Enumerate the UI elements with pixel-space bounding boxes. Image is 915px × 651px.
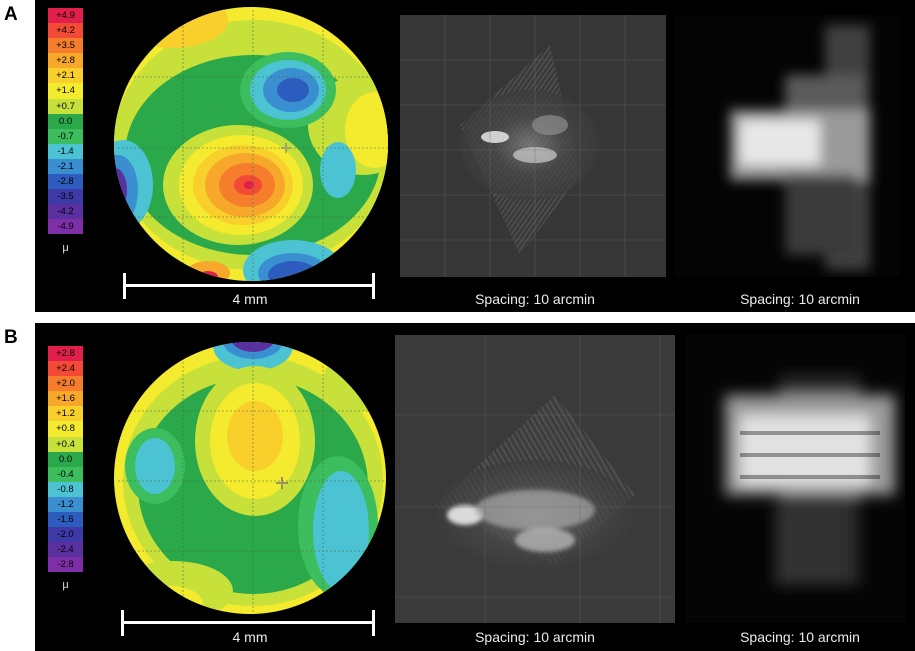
legend-swatch: -0.8 bbox=[48, 481, 83, 497]
wavefront-map bbox=[113, 341, 393, 617]
convolved-caption: Spacing: 10 arcmin bbox=[740, 629, 860, 645]
panel-letter-a: A bbox=[4, 4, 18, 25]
scale-bar-label: 4 mm bbox=[232, 629, 268, 645]
legend-swatch: -2.4 bbox=[48, 542, 83, 558]
convolved-image bbox=[685, 335, 905, 623]
panel-b: +2.8 +2.4 +2.0 +1.6 +1.2 +0.8 +0.4 0.0 -0.4 -0.8-… bbox=[35, 323, 915, 651]
legend-unit: μ bbox=[62, 242, 69, 254]
legend-swatch: +0.8 bbox=[48, 421, 83, 437]
legend-swatch: -1.4 bbox=[48, 143, 83, 159]
legend-swatch: -4.2 bbox=[48, 204, 83, 220]
legend-swatch: +4.2 bbox=[48, 23, 83, 39]
legend-swatch: -0.4 bbox=[48, 466, 83, 482]
scale-bar bbox=[121, 610, 375, 636]
legend-swatch: -1.6 bbox=[48, 512, 83, 528]
psf-caption: Spacing: 10 arcmin bbox=[475, 291, 595, 307]
legend-swatch: +0.7 bbox=[48, 98, 83, 114]
legend-swatch: +3.5 bbox=[48, 38, 83, 54]
panel-a: +4.9 +4.2 +3.5 +2.8 +2.1 +1.4 +0.7 0.0 -0.7 -1.4-… bbox=[35, 0, 915, 312]
legend-swatch: -3.5 bbox=[48, 189, 83, 205]
legend-swatch: -1.2 bbox=[48, 496, 83, 513]
panel-letter-b: B bbox=[4, 327, 18, 348]
legend-swatch: +1.2 bbox=[48, 406, 83, 422]
legend-swatch: -4.9 bbox=[48, 219, 83, 235]
legend-swatch: +2.4 bbox=[48, 361, 83, 377]
legend-swatch: -2.8 bbox=[48, 174, 83, 190]
legend-swatch: +2.8 bbox=[48, 53, 83, 69]
legend-swatch: -2.0 bbox=[48, 527, 83, 543]
legend-swatch: +0.4 bbox=[48, 436, 83, 452]
legend-swatch: +2.8 bbox=[48, 346, 83, 362]
legend-swatch: +1.4 bbox=[48, 83, 83, 99]
legend-swatch: -0.7 bbox=[48, 128, 83, 144]
legend-swatch: -2.8 bbox=[48, 557, 83, 573]
psf-image bbox=[395, 335, 675, 623]
convolved-image bbox=[675, 15, 900, 277]
legend-swatch: +4.9 bbox=[48, 8, 83, 24]
scale-bar bbox=[123, 273, 375, 299]
color-legend: +4.9 +4.2 +3.5 +2.8 +2.1 +1.4 +0.7 0.0 -0.7 -1.4-… bbox=[48, 8, 83, 254]
legend-swatch: -2.1 bbox=[48, 158, 83, 175]
scale-bar-label: 4 mm bbox=[232, 291, 268, 307]
wavefront-map bbox=[113, 5, 393, 281]
legend-swatch: +2.0 bbox=[48, 376, 83, 392]
legend-swatch: 0.0 bbox=[48, 451, 83, 467]
legend-unit: μ bbox=[62, 579, 69, 591]
legend-swatch: +1.6 bbox=[48, 391, 83, 407]
color-legend: +2.8 +2.4 +2.0 +1.6 +1.2 +0.8 +0.4 0.0 -0.4 -0.8-… bbox=[48, 346, 83, 591]
psf-image bbox=[400, 15, 666, 277]
convolved-caption: Spacing: 10 arcmin bbox=[740, 291, 860, 307]
legend-swatch: 0.0 bbox=[48, 113, 83, 129]
legend-swatch: +2.1 bbox=[48, 68, 83, 84]
psf-caption: Spacing: 10 arcmin bbox=[475, 629, 595, 645]
